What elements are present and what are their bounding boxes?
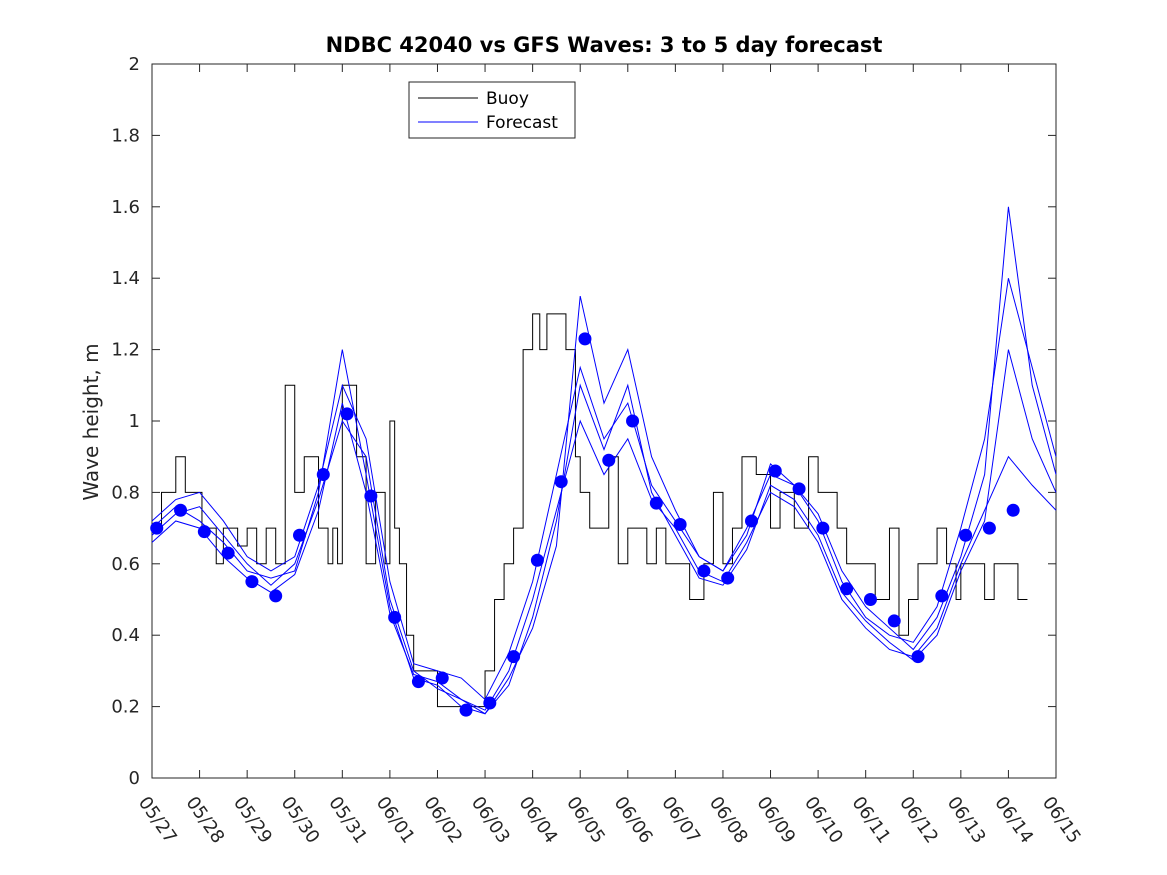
forecast-point bbox=[792, 482, 806, 496]
x-tick-label: 06/04 bbox=[515, 793, 562, 848]
forecast-point bbox=[863, 593, 877, 606]
legend-box bbox=[408, 81, 576, 139]
x-tick-label: 06/13 bbox=[943, 793, 990, 848]
forecast-point bbox=[673, 518, 687, 532]
y-tick-label: 0.6 bbox=[111, 554, 140, 575]
forecast-point bbox=[174, 503, 188, 517]
forecast-point bbox=[150, 521, 164, 535]
x-tick-label: 05/28 bbox=[181, 793, 228, 848]
legend-label-buoy: Buoy bbox=[486, 89, 529, 109]
forecast-point bbox=[340, 407, 354, 421]
y-tick-label: 0.8 bbox=[111, 482, 140, 503]
forecast-point bbox=[768, 464, 782, 478]
y-tick-label: 0 bbox=[129, 768, 140, 789]
forecast-point bbox=[602, 453, 616, 467]
x-tick-label: 06/14 bbox=[990, 793, 1037, 848]
forecast-point bbox=[578, 332, 592, 346]
forecast-point bbox=[911, 650, 925, 664]
legend: Buoy Forecast bbox=[408, 81, 576, 139]
y-tick-label: 1 bbox=[129, 411, 140, 432]
plot-area-frame bbox=[151, 63, 1057, 779]
forecast-point bbox=[245, 575, 259, 589]
x-tick-label: 06/09 bbox=[752, 793, 799, 848]
y-tick-label: 0.2 bbox=[111, 697, 140, 718]
x-tick-label: 06/03 bbox=[467, 793, 514, 848]
x-tick-label: 06/01 bbox=[372, 793, 419, 848]
forecast-point bbox=[435, 671, 449, 685]
x-tick-label: 05/31 bbox=[324, 793, 371, 848]
forecast-point bbox=[959, 528, 973, 542]
forecast-point bbox=[269, 589, 283, 603]
x-tick-label: 05/27 bbox=[134, 793, 181, 848]
x-tick-label: 05/29 bbox=[229, 793, 276, 848]
y-tick-label: 1.8 bbox=[111, 125, 140, 146]
y-axis-label: Wave height, m bbox=[79, 343, 103, 500]
forecast-point bbox=[221, 546, 235, 560]
x-tick-label: 06/08 bbox=[705, 793, 752, 848]
y-tick-label: 1.2 bbox=[111, 340, 140, 361]
buoy-series-line bbox=[152, 313, 1028, 708]
forecast-point bbox=[935, 589, 949, 603]
legend-label-forecast: Forecast bbox=[486, 113, 558, 133]
x-tick-label: 06/11 bbox=[848, 793, 895, 848]
y-tick-label: 2 bbox=[129, 54, 140, 75]
x-tick-label: 06/05 bbox=[562, 793, 609, 848]
y-tick-label: 1.6 bbox=[111, 197, 140, 218]
series-layer bbox=[150, 206, 1057, 717]
x-tick-label: 06/06 bbox=[610, 793, 657, 848]
x-tick-label: 06/12 bbox=[895, 793, 942, 848]
forecast-point bbox=[197, 525, 211, 539]
y-tick-label: 0.4 bbox=[111, 625, 140, 646]
forecast-series-line-5 bbox=[151, 349, 1057, 715]
forecast-point bbox=[388, 610, 402, 624]
y-tick-label: 1.4 bbox=[111, 268, 140, 289]
x-tick-label: 06/15 bbox=[1038, 793, 1085, 848]
forecast-point bbox=[982, 521, 996, 535]
x-tick-label: 06/07 bbox=[657, 793, 704, 848]
x-tick-label: 05/30 bbox=[277, 793, 324, 848]
forecast-series-line-4 bbox=[151, 206, 1057, 715]
chart-title: NDBC 42040 vs GFS Waves: 3 to 5 day fore… bbox=[326, 33, 883, 57]
y-axis: 0 0.2 0.4 0.6 0.8 1 1.2 1.4 1.6 1.8 2 bbox=[111, 54, 1056, 789]
forecast-point bbox=[887, 614, 901, 628]
forecast-series-line-2 bbox=[151, 278, 1057, 701]
x-tick-label: 06/10 bbox=[800, 793, 847, 848]
x-tick-label: 06/02 bbox=[419, 793, 466, 848]
forecast-point bbox=[1006, 503, 1020, 517]
